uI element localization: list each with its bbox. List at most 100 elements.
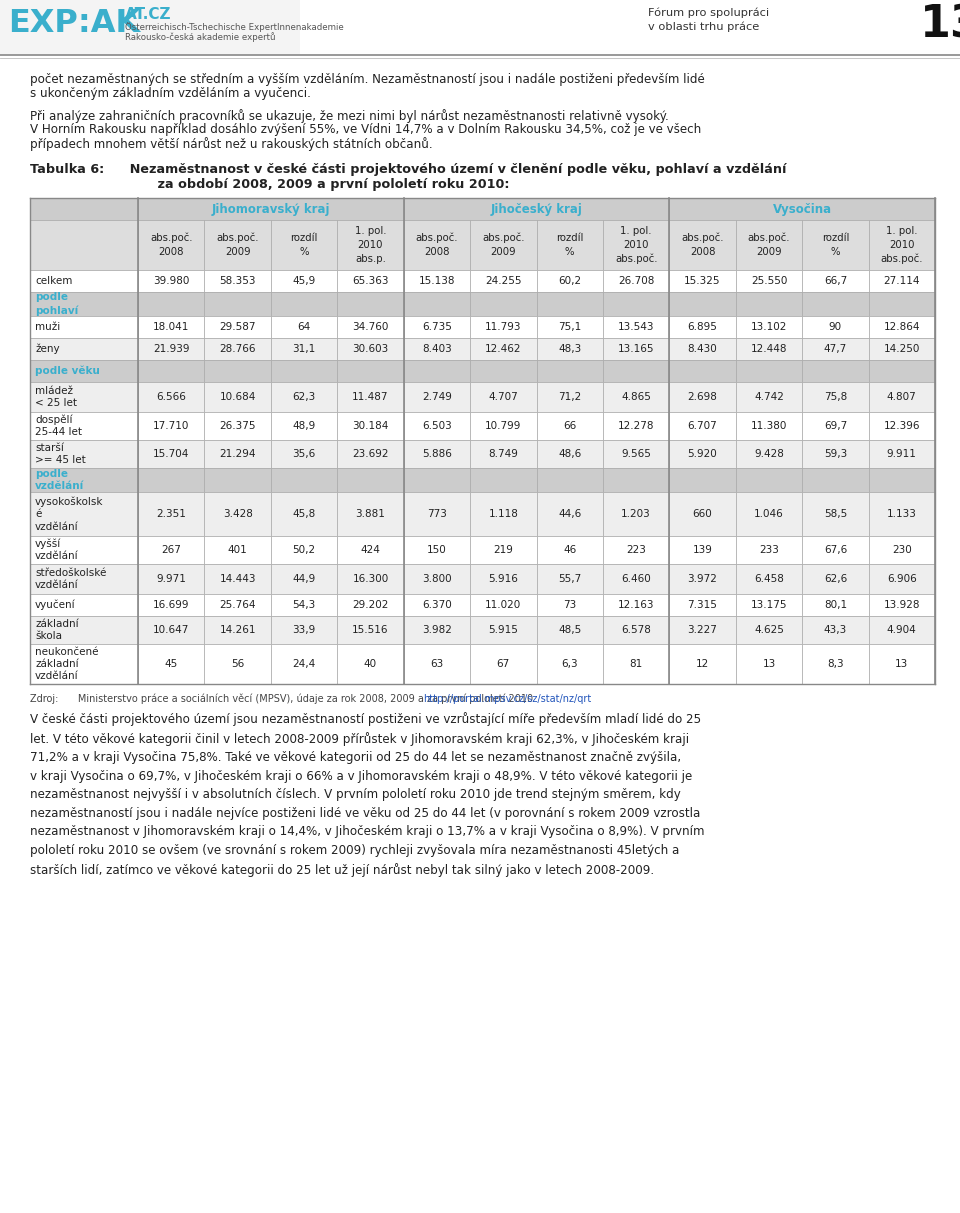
Text: rozdíl
%: rozdíl % (822, 233, 849, 257)
Bar (337, 360, 403, 382)
Bar (869, 412, 935, 440)
Text: 31,1: 31,1 (293, 344, 316, 354)
Text: 7.315: 7.315 (687, 600, 717, 610)
Text: Fórum pro spolupráci: Fórum pro spolupráci (648, 8, 769, 18)
Text: abs.poč.
2008: abs.poč. 2008 (416, 233, 458, 257)
Bar (138, 468, 204, 492)
Text: 1. pol.
2010
abs.poč.: 1. pol. 2010 abs.poč. (880, 226, 924, 264)
Text: 46: 46 (564, 545, 576, 556)
Bar (537, 594, 603, 616)
Text: 8,3: 8,3 (828, 659, 844, 670)
Bar (204, 270, 271, 292)
Bar (669, 412, 735, 440)
Text: základní
škola: základní škola (35, 619, 79, 642)
Text: s ukončeným základním vzděláním a vyučenci.: s ukončeným základním vzděláním a vyučen… (30, 87, 311, 99)
Text: 17.710: 17.710 (153, 421, 189, 431)
Bar (735, 220, 803, 270)
Bar (138, 270, 204, 292)
Bar (603, 536, 669, 564)
Text: 12: 12 (696, 659, 709, 670)
Text: 29.202: 29.202 (352, 600, 389, 610)
Text: 773: 773 (427, 509, 446, 519)
Text: EXP:AK: EXP:AK (8, 8, 140, 39)
Text: 29.587: 29.587 (220, 321, 256, 332)
Text: 8.430: 8.430 (687, 344, 717, 354)
Bar (138, 360, 204, 382)
Text: 6.707: 6.707 (687, 421, 717, 431)
Bar (0, 0, 300, 2)
Bar (271, 412, 337, 440)
Bar (735, 382, 803, 412)
Bar (30, 468, 138, 492)
Bar (204, 412, 271, 440)
Text: 26.375: 26.375 (220, 421, 256, 431)
Text: 80,1: 80,1 (824, 600, 847, 610)
Bar (138, 292, 204, 317)
Text: 73: 73 (564, 600, 576, 610)
Text: 4.707: 4.707 (489, 392, 518, 402)
Text: abs.poč.
2009: abs.poč. 2009 (482, 233, 524, 257)
Text: 3.428: 3.428 (223, 509, 252, 519)
Text: podle
pohlaví: podle pohlaví (35, 292, 79, 315)
Text: 8.749: 8.749 (489, 449, 518, 459)
Bar (735, 292, 803, 317)
Bar (204, 594, 271, 616)
Bar (669, 270, 735, 292)
Bar (138, 440, 204, 468)
Text: 30.184: 30.184 (352, 421, 389, 431)
Text: 230: 230 (892, 545, 912, 556)
Bar (803, 564, 869, 594)
Text: 48,3: 48,3 (558, 344, 582, 354)
Text: ženy: ženy (35, 343, 60, 354)
Bar (470, 360, 537, 382)
Text: 15.704: 15.704 (153, 449, 189, 459)
Text: 2.351: 2.351 (156, 509, 186, 519)
Bar (138, 412, 204, 440)
Text: 1. pol.
2010
abs.p.: 1. pol. 2010 abs.p. (354, 227, 386, 263)
Text: 24,4: 24,4 (293, 659, 316, 670)
Bar (138, 492, 204, 536)
Bar (337, 616, 403, 644)
Text: 11.793: 11.793 (485, 321, 521, 332)
Text: 1.046: 1.046 (755, 509, 783, 519)
Bar (204, 338, 271, 360)
Text: 25.764: 25.764 (220, 600, 256, 610)
Bar (470, 644, 537, 684)
Bar (537, 412, 603, 440)
Bar (669, 338, 735, 360)
Text: 6.566: 6.566 (156, 392, 186, 402)
Bar (403, 594, 470, 616)
Text: 11.380: 11.380 (751, 421, 787, 431)
Text: 14.250: 14.250 (883, 344, 920, 354)
Bar (30, 616, 138, 644)
Bar (869, 644, 935, 684)
Bar (537, 317, 603, 338)
Bar (735, 644, 803, 684)
Text: 11.020: 11.020 (485, 600, 521, 610)
Bar (403, 492, 470, 536)
Bar (669, 594, 735, 616)
Bar (337, 536, 403, 564)
Text: 4.807: 4.807 (887, 392, 917, 402)
Text: počet nezaměstnaných se středním a vyšším vzděláním. Nezaměstnaností jsou i nadá: počet nezaměstnaných se středním a vyšší… (30, 73, 705, 86)
Text: 3.972: 3.972 (687, 574, 717, 583)
Text: V Horním Rakousku například dosáhlo zvýšení 55%, ve Vídni 14,7% a v Dolním Rakou: V Horním Rakousku například dosáhlo zvýš… (30, 123, 701, 136)
Text: 233: 233 (759, 545, 779, 556)
Text: 15.516: 15.516 (352, 625, 389, 634)
Text: 139: 139 (692, 545, 712, 556)
Bar (869, 564, 935, 594)
Bar (669, 382, 735, 412)
Bar (735, 594, 803, 616)
Bar (735, 360, 803, 382)
Text: 4.904: 4.904 (887, 625, 917, 634)
Bar (138, 616, 204, 644)
Text: 58.353: 58.353 (220, 277, 256, 286)
Bar (470, 220, 537, 270)
Bar (403, 564, 470, 594)
Text: 28.766: 28.766 (220, 344, 256, 354)
Text: abs.poč.
2008: abs.poč. 2008 (150, 233, 192, 257)
Text: 63: 63 (430, 659, 444, 670)
Bar (271, 468, 337, 492)
Bar (403, 412, 470, 440)
Text: 3.227: 3.227 (687, 625, 717, 634)
